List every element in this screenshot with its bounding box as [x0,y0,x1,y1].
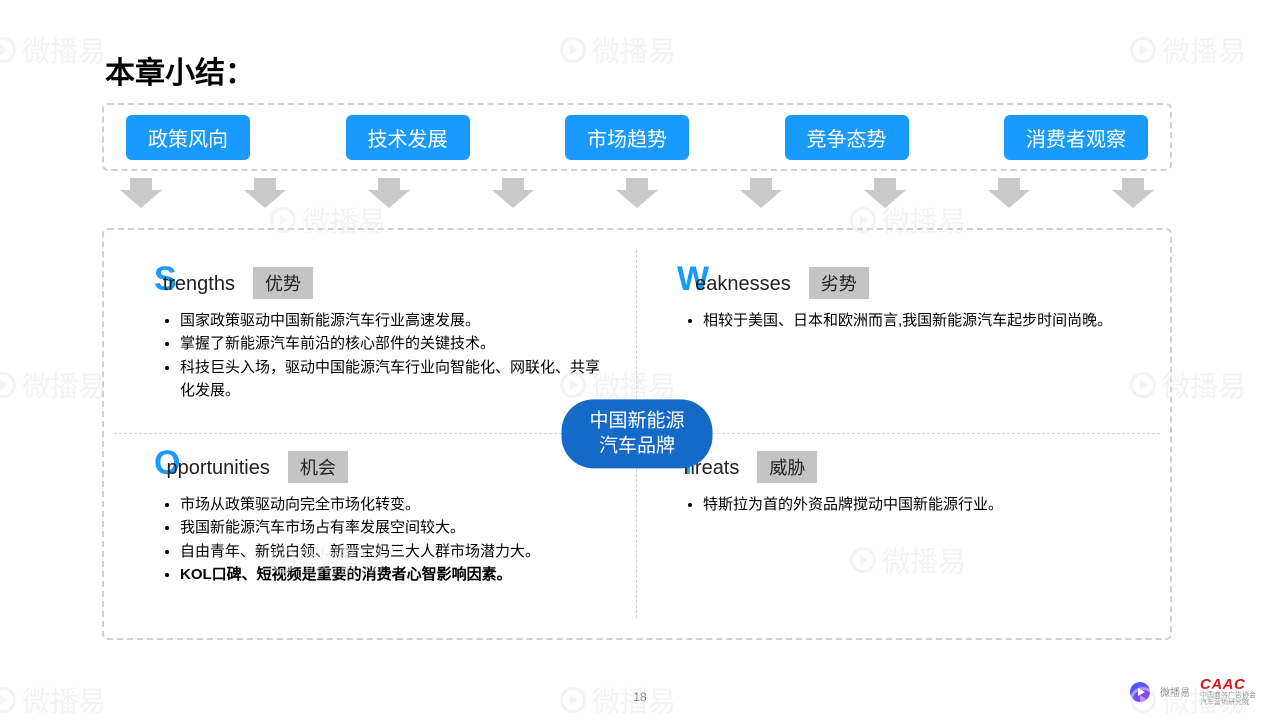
swot-cn-o: 机会 [288,451,348,483]
list-item: 相较于美国、日本和欧洲而言,我国新能源汽车起步时间尚晚。 [703,309,1132,332]
list-item: 市场从政策驱动向完全市场化转变。 [180,493,608,516]
list-item: 掌握了新能源汽车前沿的核心部件的关键技术。 [180,332,608,355]
slide-title: 本章小结： [105,48,255,92]
down-arrow-icon [244,178,286,208]
swot-container: Strengths 优势 国家政策驱动中国新能源汽车行业高速发展。掌握了新能源汽… [102,228,1172,640]
pill-0: 政策风向 [126,115,250,160]
page-number: 18 [633,690,646,704]
watermark-text: 微播易 [22,30,106,70]
play-circle-icon [560,687,586,713]
list-item: KOL口碑、短视频是重要的消费者心智影响因素。 [180,563,608,586]
weiboyi-logo-text: 微播易 [1160,684,1190,699]
watermark: 微播易 [0,365,106,405]
watermark: 微播易 [0,30,106,70]
watermark-text: 微播易 [1162,30,1246,70]
play-circle-icon [0,687,16,713]
caac-sub2: 汽车营销研究院 [1200,699,1256,706]
watermark: 微播易 [0,680,106,720]
list-item: 国家政策驱动中国新能源汽车行业高速发展。 [180,309,608,332]
swot-cn-w: 劣势 [809,267,869,299]
play-circle-icon [1130,37,1156,63]
swot-cn-s: 优势 [253,267,313,299]
pill-4: 消费者观察 [1004,115,1148,160]
arrows-row [120,178,1154,208]
swot-header-s: Strengths 优势 [154,260,608,299]
down-arrow-icon [616,178,658,208]
pill-3: 竞争态势 [785,115,909,160]
swot-list-o: 市场从政策驱动向完全市场化转变。我国新能源汽车市场占有率发展空间较大。自由青年、… [154,493,608,586]
list-item: 我国新能源汽车市场占有率发展空间较大。 [180,516,608,539]
pill-1: 技术发展 [346,115,470,160]
swot-list-t: 特斯拉为首的外资品牌搅动中国新能源行业。 [677,493,1132,516]
down-arrow-icon [988,178,1030,208]
watermark: 微播易 [560,680,676,720]
swot-word-o: pportunities [166,457,269,479]
weiboyi-logo-icon [1130,682,1150,702]
list-item: 自由青年、新锐白领、新晋宝妈三大人群市场潜力大。 [180,540,608,563]
swot-word-s: trengths [163,273,235,295]
down-arrow-icon [368,178,410,208]
pill-2: 市场趋势 [565,115,689,160]
caac-logo: CAAC 中国商务广告协会 汽车营销研究院 [1200,677,1256,706]
watermark-text: 微播易 [22,365,106,405]
watermark-text: 微播易 [22,680,106,720]
down-arrow-icon [120,178,162,208]
swot-word-w: eaknesses [695,273,791,295]
down-arrow-icon [864,178,906,208]
watermark-text: 微播易 [592,30,676,70]
center-badge-line2: 汽车品牌 [589,434,684,459]
footer-logos: 微播易 CAAC 中国商务广告协会 汽车营销研究院 [1130,677,1256,706]
watermark: 微播易 [1130,30,1246,70]
swot-strengths: Strengths 优势 国家政策驱动中国新能源汽车行业高速发展。掌握了新能源汽… [114,250,637,434]
swot-weaknesses: Weaknesses 劣势 相较于美国、日本和欧洲而言,我国新能源汽车起步时间尚… [637,250,1160,434]
play-circle-icon [0,37,16,63]
caac-sub1: 中国商务广告协会 [1200,692,1256,699]
watermark-text: 微播易 [1162,365,1246,405]
play-circle-icon [0,372,16,398]
list-item: 特斯拉为首的外资品牌搅动中国新能源行业。 [703,493,1132,516]
swot-threats: Threats 威胁 特斯拉为首的外资品牌搅动中国新能源行业。 [637,434,1160,618]
list-item: 科技巨头入场，驱动中国能源汽车行业向智能化、网联化、共享化发展。 [180,356,608,403]
watermark: 微播易 [560,30,676,70]
swot-list-s: 国家政策驱动中国新能源汽车行业高速发展。掌握了新能源汽车前沿的核心部件的关键技术… [154,309,608,402]
caac-logo-text: CAAC [1200,677,1256,692]
down-arrow-icon [492,178,534,208]
swot-list-w: 相较于美国、日本和欧洲而言,我国新能源汽车起步时间尚晚。 [677,309,1132,332]
swot-cn-t: 威胁 [757,451,817,483]
down-arrow-icon [1112,178,1154,208]
pill-row: 政策风向 技术发展 市场趋势 竞争态势 消费者观察 [102,103,1172,171]
center-badge-line1: 中国新能源 [589,409,684,434]
down-arrow-icon [740,178,782,208]
swot-header-o: Opportunities 机会 [154,444,608,483]
swot-opportunities: Opportunities 机会 市场从政策驱动向完全市场化转变。我国新能源汽车… [114,434,637,618]
swot-header-w: Weaknesses 劣势 [677,260,1132,299]
swot-header-t: Threats 威胁 [677,444,1132,483]
center-badge: 中国新能源 汽车品牌 [561,399,712,468]
play-circle-icon [560,37,586,63]
